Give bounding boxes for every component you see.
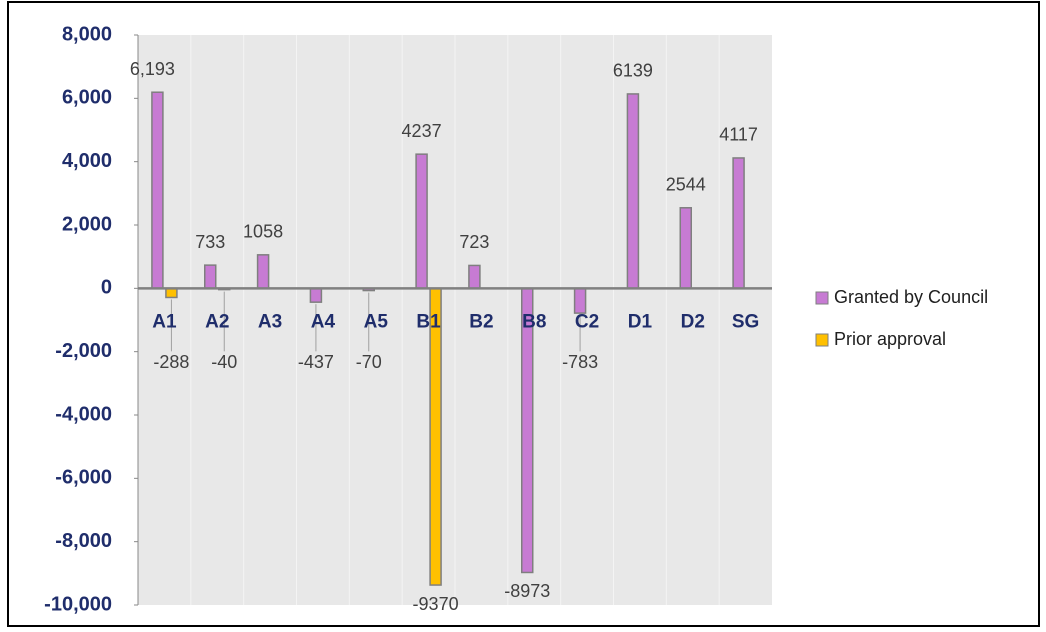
bar	[679, 207, 692, 290]
y-tick-label: 4,000	[62, 150, 112, 172]
legend-swatch	[815, 291, 829, 305]
bar	[165, 287, 178, 299]
data-label: -288	[153, 352, 189, 372]
x-tick-label: C2	[575, 311, 599, 332]
bar	[415, 153, 428, 290]
data-label: -40	[211, 352, 237, 372]
data-label: 4237	[402, 121, 442, 141]
data-label: -9370	[413, 594, 459, 614]
x-tick-label: A4	[311, 311, 336, 332]
y-tick-label: -2,000	[55, 340, 112, 362]
data-label: -437	[298, 352, 334, 372]
data-label: 4117	[719, 125, 758, 145]
x-tick-label: D2	[681, 311, 705, 332]
x-tick-label: B8	[522, 311, 546, 332]
bar	[204, 264, 217, 290]
y-tick-label: 6,000	[62, 87, 112, 109]
x-tick-label: B1	[416, 311, 441, 332]
bar	[151, 91, 164, 290]
data-label: 733	[195, 232, 225, 252]
x-tick-label: SG	[732, 311, 759, 332]
y-tick-label: -6,000	[55, 467, 112, 489]
y-tick-label: 2,000	[62, 213, 112, 235]
data-label: -783	[562, 352, 598, 372]
legend-label: Granted by Council	[834, 287, 988, 307]
bar	[256, 254, 270, 290]
x-tick-label: D1	[628, 311, 653, 332]
x-tick-label: A2	[205, 311, 229, 332]
bar	[626, 93, 640, 290]
data-label: 1058	[243, 222, 283, 242]
data-label: -8973	[504, 581, 550, 601]
data-label: 6,193	[130, 59, 175, 79]
legend-label: Prior approval	[834, 329, 946, 349]
data-label: 2544	[666, 175, 706, 195]
y-tick-label: -10,000	[44, 593, 112, 615]
x-tick-label: A1	[152, 311, 177, 332]
data-label: -70	[356, 352, 382, 372]
y-tick-label: 0	[101, 277, 112, 299]
bar	[573, 287, 587, 314]
bar	[732, 157, 745, 290]
y-tick-label: 8,000	[62, 23, 112, 45]
data-label: 723	[459, 232, 489, 252]
x-tick-label: A3	[258, 311, 282, 332]
data-label: 6139	[613, 61, 653, 81]
bar	[429, 287, 442, 586]
x-tick-label: A5	[364, 311, 389, 332]
bar	[468, 264, 481, 290]
y-tick-label: -4,000	[55, 403, 112, 425]
legend-swatch	[815, 333, 829, 347]
bar	[309, 287, 323, 303]
x-tick-label: B2	[469, 311, 493, 332]
y-tick-label: -8,000	[55, 530, 112, 552]
